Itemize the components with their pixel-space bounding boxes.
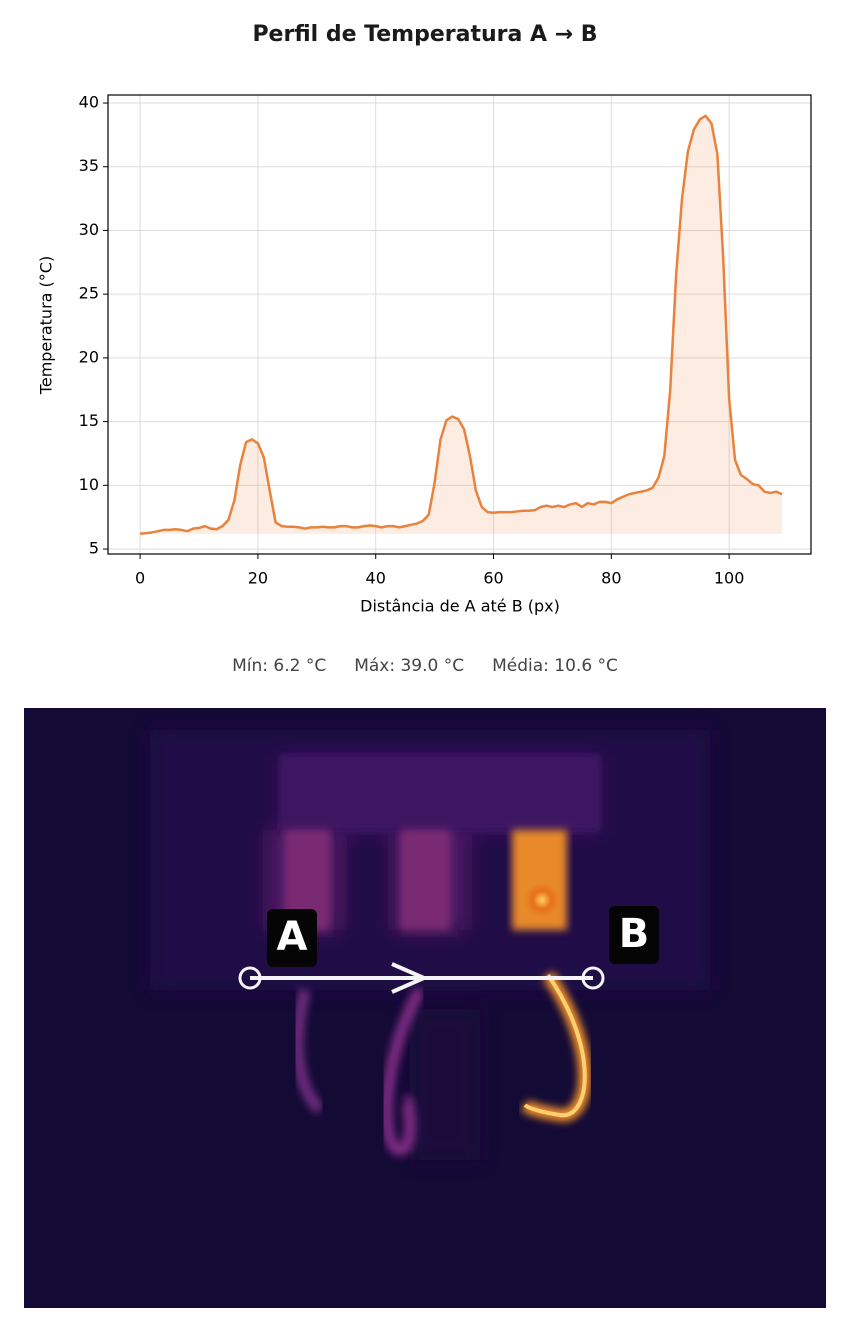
x-tick-label: 20 (248, 569, 268, 588)
y-tick-label: 10 (79, 475, 99, 494)
chart-title: Perfil de Temperatura A → B (252, 22, 597, 47)
area-fill (140, 115, 783, 534)
plot-area: 5 10 15 20 25 30 35 40 0 20 40 60 80 100 (79, 93, 811, 588)
x-tick-label: 100 (714, 569, 745, 588)
point-a (238, 966, 262, 990)
y-tick-label: 5 (89, 539, 99, 558)
y-tick-label: 30 (79, 220, 99, 239)
axes-frame (107, 94, 812, 555)
y-tick-label: 25 (79, 284, 99, 303)
x-axis-label: Distância de A até B (px) (360, 597, 560, 616)
stat: Média: 10.6 °C (492, 656, 618, 676)
line (139, 114, 783, 535)
y-tick-label: 40 (79, 93, 99, 112)
thermal-image: A B (24, 708, 826, 1308)
label-box (609, 906, 659, 964)
terminal (400, 830, 450, 930)
point-label: B (619, 911, 650, 957)
stat: Mín: 6.2 °C (232, 656, 326, 676)
stat: Máx: 39.0 °C (354, 656, 464, 676)
cable (291, 988, 325, 1115)
x-tick-label: 80 (601, 569, 621, 588)
x-tick-label: 40 (366, 569, 386, 588)
cable (380, 987, 426, 1157)
x-tick-label: 60 (483, 569, 503, 588)
stats: Mín: 6.2 °C Máx: 39.0 °C Média: 10.6 °C (232, 656, 618, 676)
point-b (581, 966, 605, 990)
y-tick-label: 20 (79, 347, 99, 366)
hot-cable-core (523, 973, 587, 1118)
y-tick-label: 35 (79, 156, 99, 175)
breaker-top (280, 755, 600, 830)
point-label: A (277, 914, 308, 960)
y-tick-label: 15 (79, 411, 99, 430)
hot-spot (524, 882, 560, 918)
direction-arrow (391, 962, 429, 994)
x-tick-label: 0 (135, 569, 145, 588)
stats-text: Mín: 6.2 °C Máx: 39.0 °C Média: 10.6 °C (232, 656, 618, 676)
y-axis-label: Temperatura (°C) (37, 256, 56, 395)
label-box (267, 909, 317, 967)
